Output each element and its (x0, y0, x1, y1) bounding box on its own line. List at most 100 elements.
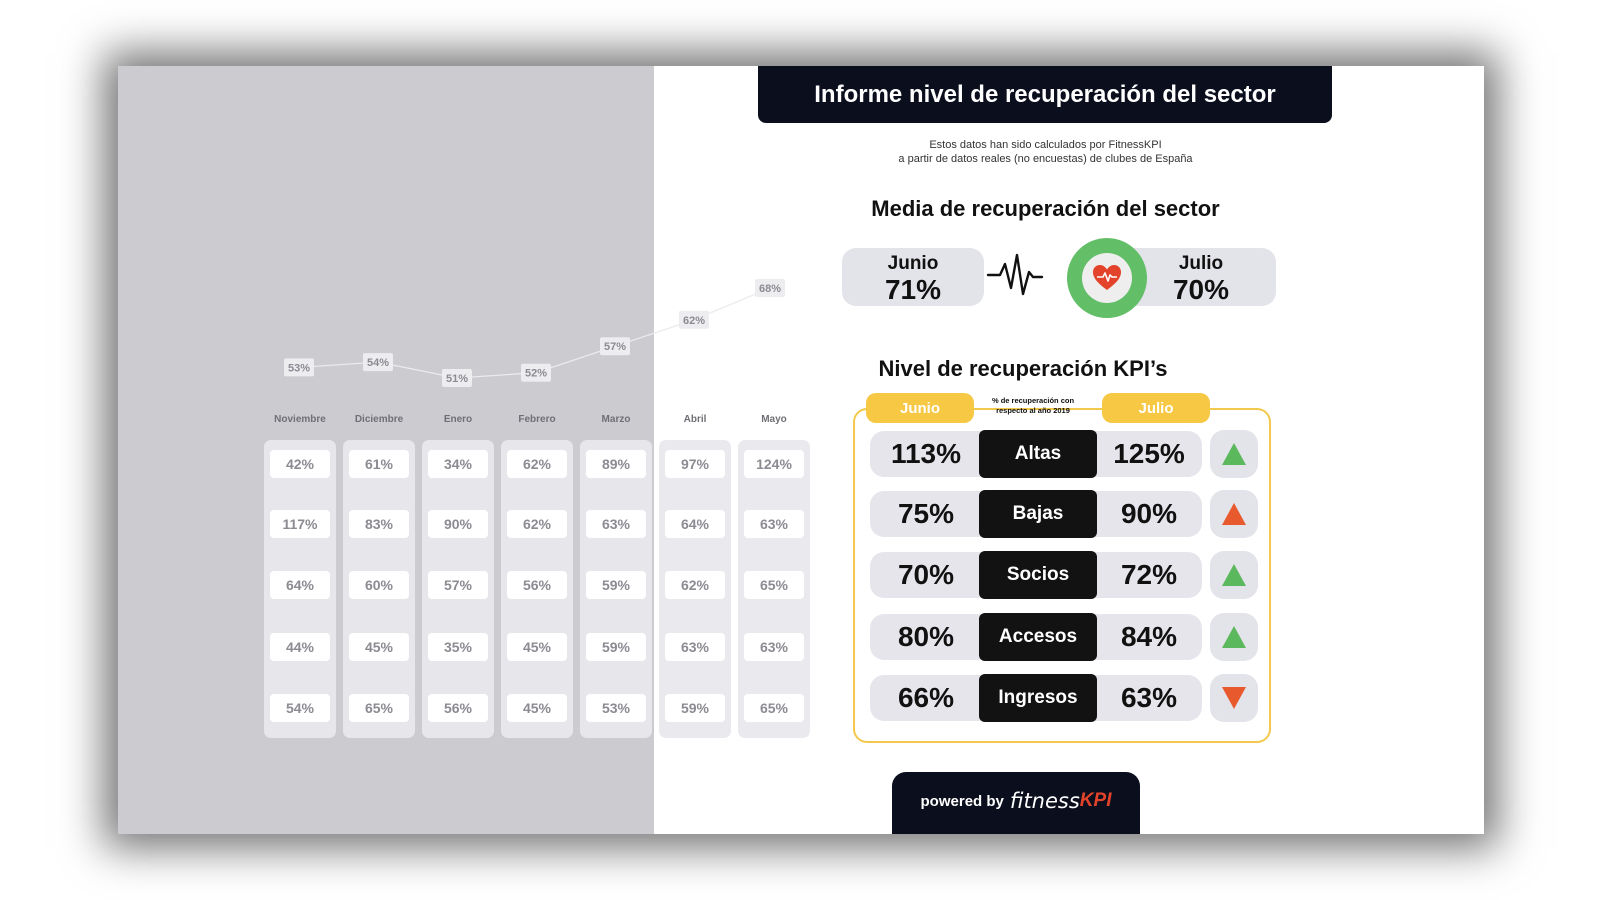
history-cell: 63% (744, 510, 804, 538)
history-cell: 62% (665, 571, 725, 599)
brand-logo-fitness: fitness (1009, 789, 1080, 813)
history-cell: 45% (349, 633, 409, 661)
kpi-june-value: 113% (890, 438, 962, 469)
triangle-up-icon (1222, 503, 1246, 525)
trend-point-marker (363, 353, 393, 372)
history-cell: 63% (665, 633, 725, 661)
history-cell: 97% (665, 450, 725, 478)
trend-point: 53% (284, 358, 314, 377)
trend-point-label: 52% (525, 368, 547, 380)
june-average-value: 71% (884, 274, 942, 305)
trend-point-marker (442, 369, 472, 387)
kpi-caption: % de recuperación con respecto al año 20… (991, 396, 1075, 415)
kpi-june-value: 75% (897, 498, 955, 529)
trend-indicator (1210, 674, 1258, 722)
heart-icon (1093, 265, 1121, 290)
history-cell: 62% (507, 450, 567, 478)
report-subtitle: Estos datos han sido calculados por Fitn… (818, 138, 1273, 166)
history-cell: 65% (744, 694, 804, 722)
trend-indicator (1210, 551, 1258, 599)
history-cell: 56% (507, 571, 567, 599)
kpi-name-label: Socios (979, 551, 1097, 599)
month-label: Febrero (518, 414, 556, 425)
heart-gauge-center (1082, 253, 1132, 303)
history-column: 42% 117% 64% 44% 54% (264, 440, 336, 738)
trend-point-label: 54% (367, 357, 389, 369)
kpi-june-value: 70% (897, 559, 955, 590)
history-cell: 34% (428, 450, 488, 478)
kpi-july-value: 125% (1113, 438, 1185, 469)
month-label: Marzo (601, 414, 631, 425)
history-cell: 64% (270, 571, 330, 599)
report-title: Informe nivel de recuperación del sector (758, 66, 1332, 123)
history-cell: 59% (665, 694, 725, 722)
triangle-down-icon (1222, 687, 1246, 709)
history-cell: 57% (428, 571, 488, 599)
trend-point: 52% (521, 363, 551, 382)
kpi-july-value: 90% (1120, 498, 1178, 529)
history-cell: 89% (586, 450, 646, 478)
powered-by-text: powered by (920, 792, 1004, 810)
history-cell: 56% (428, 694, 488, 722)
trend-point: 57% (600, 337, 630, 356)
trend-indicator (1210, 613, 1258, 661)
trend-point-label: 62% (683, 315, 705, 327)
history-cell: 60% (349, 571, 409, 599)
historical-trend-chart: 53% 54% 51% 52% 57% 62% 68% (284, 279, 785, 387)
history-cell: 90% (428, 510, 488, 538)
history-cell: 117% (270, 510, 330, 538)
report-slide: 53% 54% 51% 52% 57% 62% 68% Noviembre Diciembr… (118, 66, 1484, 834)
history-cell: 53% (586, 694, 646, 722)
heartbeat-pulse-icon (986, 253, 1044, 296)
history-cell: 44% (270, 633, 330, 661)
average-section-title: Media de recuperación del sector (871, 196, 1220, 221)
history-cell: 45% (507, 633, 567, 661)
history-cell: 63% (744, 633, 804, 661)
history-cell: 59% (586, 571, 646, 599)
june-average-label: Junio (887, 253, 939, 274)
trend-indicator (1210, 430, 1258, 478)
month-label: Noviembre (274, 414, 326, 425)
history-column: 34% 90% 57% 35% 56% (422, 440, 494, 738)
subtitle-line: Estos datos han sido calculados por Fitn… (929, 139, 1162, 151)
history-cell: 124% (744, 450, 804, 478)
kpi-july-value: 72% (1120, 559, 1178, 590)
history-cell: 63% (586, 510, 646, 538)
trend-indicator (1210, 490, 1258, 538)
kpi-july-value: 63% (1120, 682, 1178, 713)
history-cell: 65% (744, 571, 804, 599)
subtitle-line: a partir de datos reales (no encuestas) … (898, 153, 1193, 165)
history-cell: 65% (349, 694, 409, 722)
history-cell: 42% (270, 450, 330, 478)
history-cell: 35% (428, 633, 488, 661)
trend-point-marker (755, 279, 785, 297)
month-label: Abril (683, 414, 707, 425)
kpi-july-value: 84% (1120, 621, 1178, 652)
heart-gauge (1067, 238, 1147, 318)
month-label: Diciembre (354, 414, 404, 425)
july-tag: Julio (1102, 393, 1210, 423)
powered-by-footer: powered by fitness KPI (892, 772, 1140, 834)
kpi-name-label: Bajas (979, 490, 1097, 538)
kpi-name-label: Altas (979, 430, 1097, 478)
kpi-section-title: Nivel de recuperación KPI’s (878, 356, 1168, 381)
brand-logo-kpi: KPI (1079, 790, 1112, 811)
history-column: 61% 83% 60% 45% 65% (343, 440, 415, 738)
trend-point-marker (600, 337, 630, 356)
trend-point: 62% (679, 310, 709, 329)
june-average-pill: Junio 71% (842, 248, 984, 306)
july-average-label: Julio (1178, 253, 1224, 274)
month-label: Mayo (761, 414, 787, 425)
trend-point-marker (284, 358, 314, 377)
history-column: 89% 63% 59% 59% 53% (580, 440, 652, 738)
history-cell: 45% (507, 694, 567, 722)
history-cell: 59% (586, 633, 646, 661)
triangle-up-icon (1222, 443, 1246, 465)
history-cell: 64% (665, 510, 725, 538)
history-cell: 83% (349, 510, 409, 538)
june-tag: Junio (866, 393, 974, 423)
kpi-june-value: 80% (897, 621, 955, 652)
month-label: Enero (443, 414, 473, 425)
trend-point-label: 51% (446, 373, 468, 385)
trend-point-label: 68% (759, 283, 781, 295)
